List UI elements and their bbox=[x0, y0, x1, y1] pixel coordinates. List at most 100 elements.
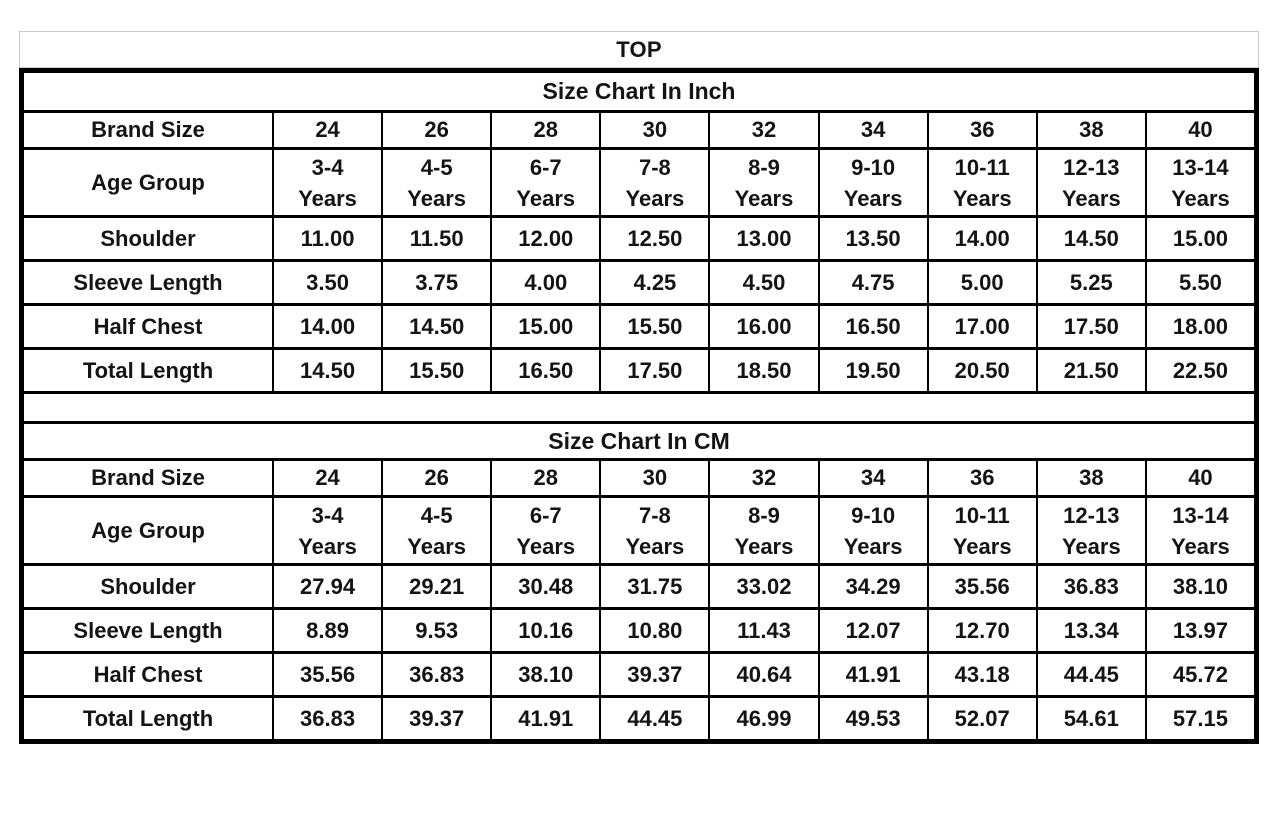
brand-size-cell: 40 bbox=[1144, 113, 1254, 147]
brand-size-cell: 32 bbox=[708, 461, 817, 495]
brand-size-cell: 30 bbox=[599, 113, 708, 147]
measurement-value-cell: 13.00 bbox=[708, 218, 817, 259]
age-group-cell: 13-14 Years bbox=[1144, 150, 1254, 215]
age-years: Years bbox=[1171, 185, 1230, 211]
age-years: Years bbox=[1061, 533, 1121, 559]
age-group-cell: 12-13 Years bbox=[1035, 150, 1145, 215]
age-years: Years bbox=[734, 533, 794, 559]
brand-size-cell: 24 bbox=[272, 113, 381, 147]
page-title: TOP bbox=[616, 36, 662, 62]
measurement-value-cell: 9.53 bbox=[381, 610, 490, 651]
table-gap-row bbox=[24, 391, 1254, 421]
measurement-value-cell: 54.61 bbox=[1035, 698, 1145, 739]
age-group-cell: 3-4 Years bbox=[272, 150, 381, 215]
brand-size-cell: 38 bbox=[1035, 113, 1145, 147]
page-title-row: TOP bbox=[19, 31, 1259, 68]
brand-size-cell: 36 bbox=[926, 461, 1036, 495]
brand-size-cell: 24 bbox=[272, 461, 381, 495]
age-years: Years bbox=[843, 185, 903, 211]
age-years: Years bbox=[298, 185, 357, 211]
measurement-value-cell: 35.56 bbox=[272, 654, 381, 695]
brand-size-label: Brand Size bbox=[91, 465, 205, 490]
age-range: 3-4 bbox=[311, 154, 344, 180]
measurement-value-cell: 10.80 bbox=[599, 610, 708, 651]
measurement-value-cell: 16.50 bbox=[490, 350, 599, 391]
measurement-value-cell: 57.15 bbox=[1144, 698, 1254, 739]
age-range: 10-11 bbox=[954, 154, 1010, 180]
age-range: 6-7 bbox=[529, 502, 562, 528]
measurement-value-cell: 27.94 bbox=[272, 566, 381, 607]
measurement-value-cell: 18.00 bbox=[1144, 306, 1254, 347]
measurement-value-cell: 52.07 bbox=[926, 698, 1036, 739]
measurement-value-cell: 39.37 bbox=[599, 654, 708, 695]
measurement-value-cell: 30.48 bbox=[490, 566, 599, 607]
brand-size-cell: 26 bbox=[381, 461, 490, 495]
measurement-value-cell: 46.99 bbox=[708, 698, 817, 739]
brand-size-cell: 36 bbox=[926, 113, 1036, 147]
measurement-value-cell: 38.10 bbox=[490, 654, 599, 695]
measurement-value-cell: 38.10 bbox=[1144, 566, 1254, 607]
age-range: 12-13 bbox=[1063, 154, 1120, 180]
measurement-label: Shoulder bbox=[100, 573, 196, 599]
age-group-cell: 10-11 Years bbox=[926, 150, 1036, 215]
measurement-value-cell: 3.50 bbox=[272, 262, 381, 303]
measurement-value-cell: 17.00 bbox=[926, 306, 1036, 347]
measurement-row: Total Length 14.50 15.50 16.50 17.50 18.50 19.… bbox=[24, 347, 1254, 391]
measurement-value-cell: 19.50 bbox=[817, 350, 927, 391]
measurement-row: Half Chest 35.56 36.83 38.10 39.37 40.64 41.91… bbox=[24, 651, 1254, 695]
measurement-value-cell: 8.89 bbox=[272, 610, 381, 651]
measurement-row: Half Chest 14.00 14.50 15.00 15.50 16.00 16.50… bbox=[24, 303, 1254, 347]
age-range: 3-4 bbox=[311, 502, 344, 528]
age-years: Years bbox=[407, 533, 467, 559]
age-group-label: Age Group bbox=[91, 517, 205, 543]
measurement-value-cell: 20.50 bbox=[926, 350, 1036, 391]
size-chart-section-cm: Size Chart In CM Brand Size 24 26 28 30 32 34 36… bbox=[24, 421, 1254, 739]
age-group-label: Age Group bbox=[91, 169, 205, 195]
measurement-value-cell: 17.50 bbox=[599, 350, 708, 391]
age-group-cell: 7-8 Years bbox=[599, 150, 708, 215]
measurement-value-cell: 12.07 bbox=[817, 610, 927, 651]
brand-size-cell: 40 bbox=[1144, 461, 1254, 495]
measurement-value-cell: 15.00 bbox=[1144, 218, 1254, 259]
age-group-cell: 3-4 Years bbox=[272, 498, 381, 563]
age-range: 4-5 bbox=[420, 502, 453, 528]
age-years: Years bbox=[952, 533, 1012, 559]
measurement-value-cell: 12.00 bbox=[490, 218, 599, 259]
age-range: 13-14 bbox=[1172, 154, 1229, 180]
age-range: 10-11 bbox=[954, 502, 1010, 528]
measurement-label: Half Chest bbox=[93, 661, 203, 687]
measurement-value-cell: 33.02 bbox=[708, 566, 817, 607]
measurement-value-cell: 15.50 bbox=[381, 350, 490, 391]
brand-size-cell: 34 bbox=[817, 113, 927, 147]
age-group-cell: 8-9 Years bbox=[708, 150, 817, 215]
measurement-row: Sleeve Length 3.50 3.75 4.00 4.25 4.50 4.75 5.0… bbox=[24, 259, 1254, 303]
brand-size-cell: 28 bbox=[490, 113, 599, 147]
measurement-value-cell: 39.37 bbox=[381, 698, 490, 739]
measurement-value-cell: 14.50 bbox=[381, 306, 490, 347]
measurement-value-cell: 4.75 bbox=[817, 262, 927, 303]
measurement-row: Shoulder 27.94 29.21 30.48 31.75 33.02 34.29 35… bbox=[24, 563, 1254, 607]
measurement-value-cell: 13.97 bbox=[1144, 610, 1254, 651]
measurement-label: Shoulder bbox=[100, 225, 196, 251]
measurement-value-cell: 11.00 bbox=[272, 218, 381, 259]
size-chart-canvas: TOP Size Chart In Inch Brand Size 24 26 28 30… bbox=[19, 31, 1259, 744]
measurement-value-cell: 36.83 bbox=[381, 654, 490, 695]
age-range: 7-8 bbox=[638, 502, 671, 528]
measurement-value-cell: 14.50 bbox=[272, 350, 381, 391]
measurement-value-cell: 22.50 bbox=[1144, 350, 1254, 391]
measurement-value-cell: 14.50 bbox=[1035, 218, 1145, 259]
measurement-value-cell: 43.18 bbox=[926, 654, 1036, 695]
age-group-cell: 12-13 Years bbox=[1035, 498, 1145, 563]
measurement-value-cell: 4.00 bbox=[490, 262, 599, 303]
measurement-value-cell: 14.00 bbox=[926, 218, 1036, 259]
measurement-value-cell: 5.25 bbox=[1035, 262, 1145, 303]
section-title-row: Size Chart In Inch bbox=[24, 73, 1254, 110]
age-years: Years bbox=[298, 533, 357, 559]
age-group-cell: 9-10 Years bbox=[817, 150, 927, 215]
size-chart-section-inch: Size Chart In Inch Brand Size 24 26 28 30 32 34… bbox=[24, 73, 1254, 391]
brand-size-cell: 30 bbox=[599, 461, 708, 495]
age-group-row: Age Group 3-4 Years 4-5 Years 6-7 Years 7-8 Year… bbox=[24, 495, 1254, 563]
measurement-value-cell: 44.45 bbox=[1035, 654, 1145, 695]
age-group-cell: 4-5 Years bbox=[381, 150, 490, 215]
measurement-value-cell: 49.53 bbox=[817, 698, 927, 739]
